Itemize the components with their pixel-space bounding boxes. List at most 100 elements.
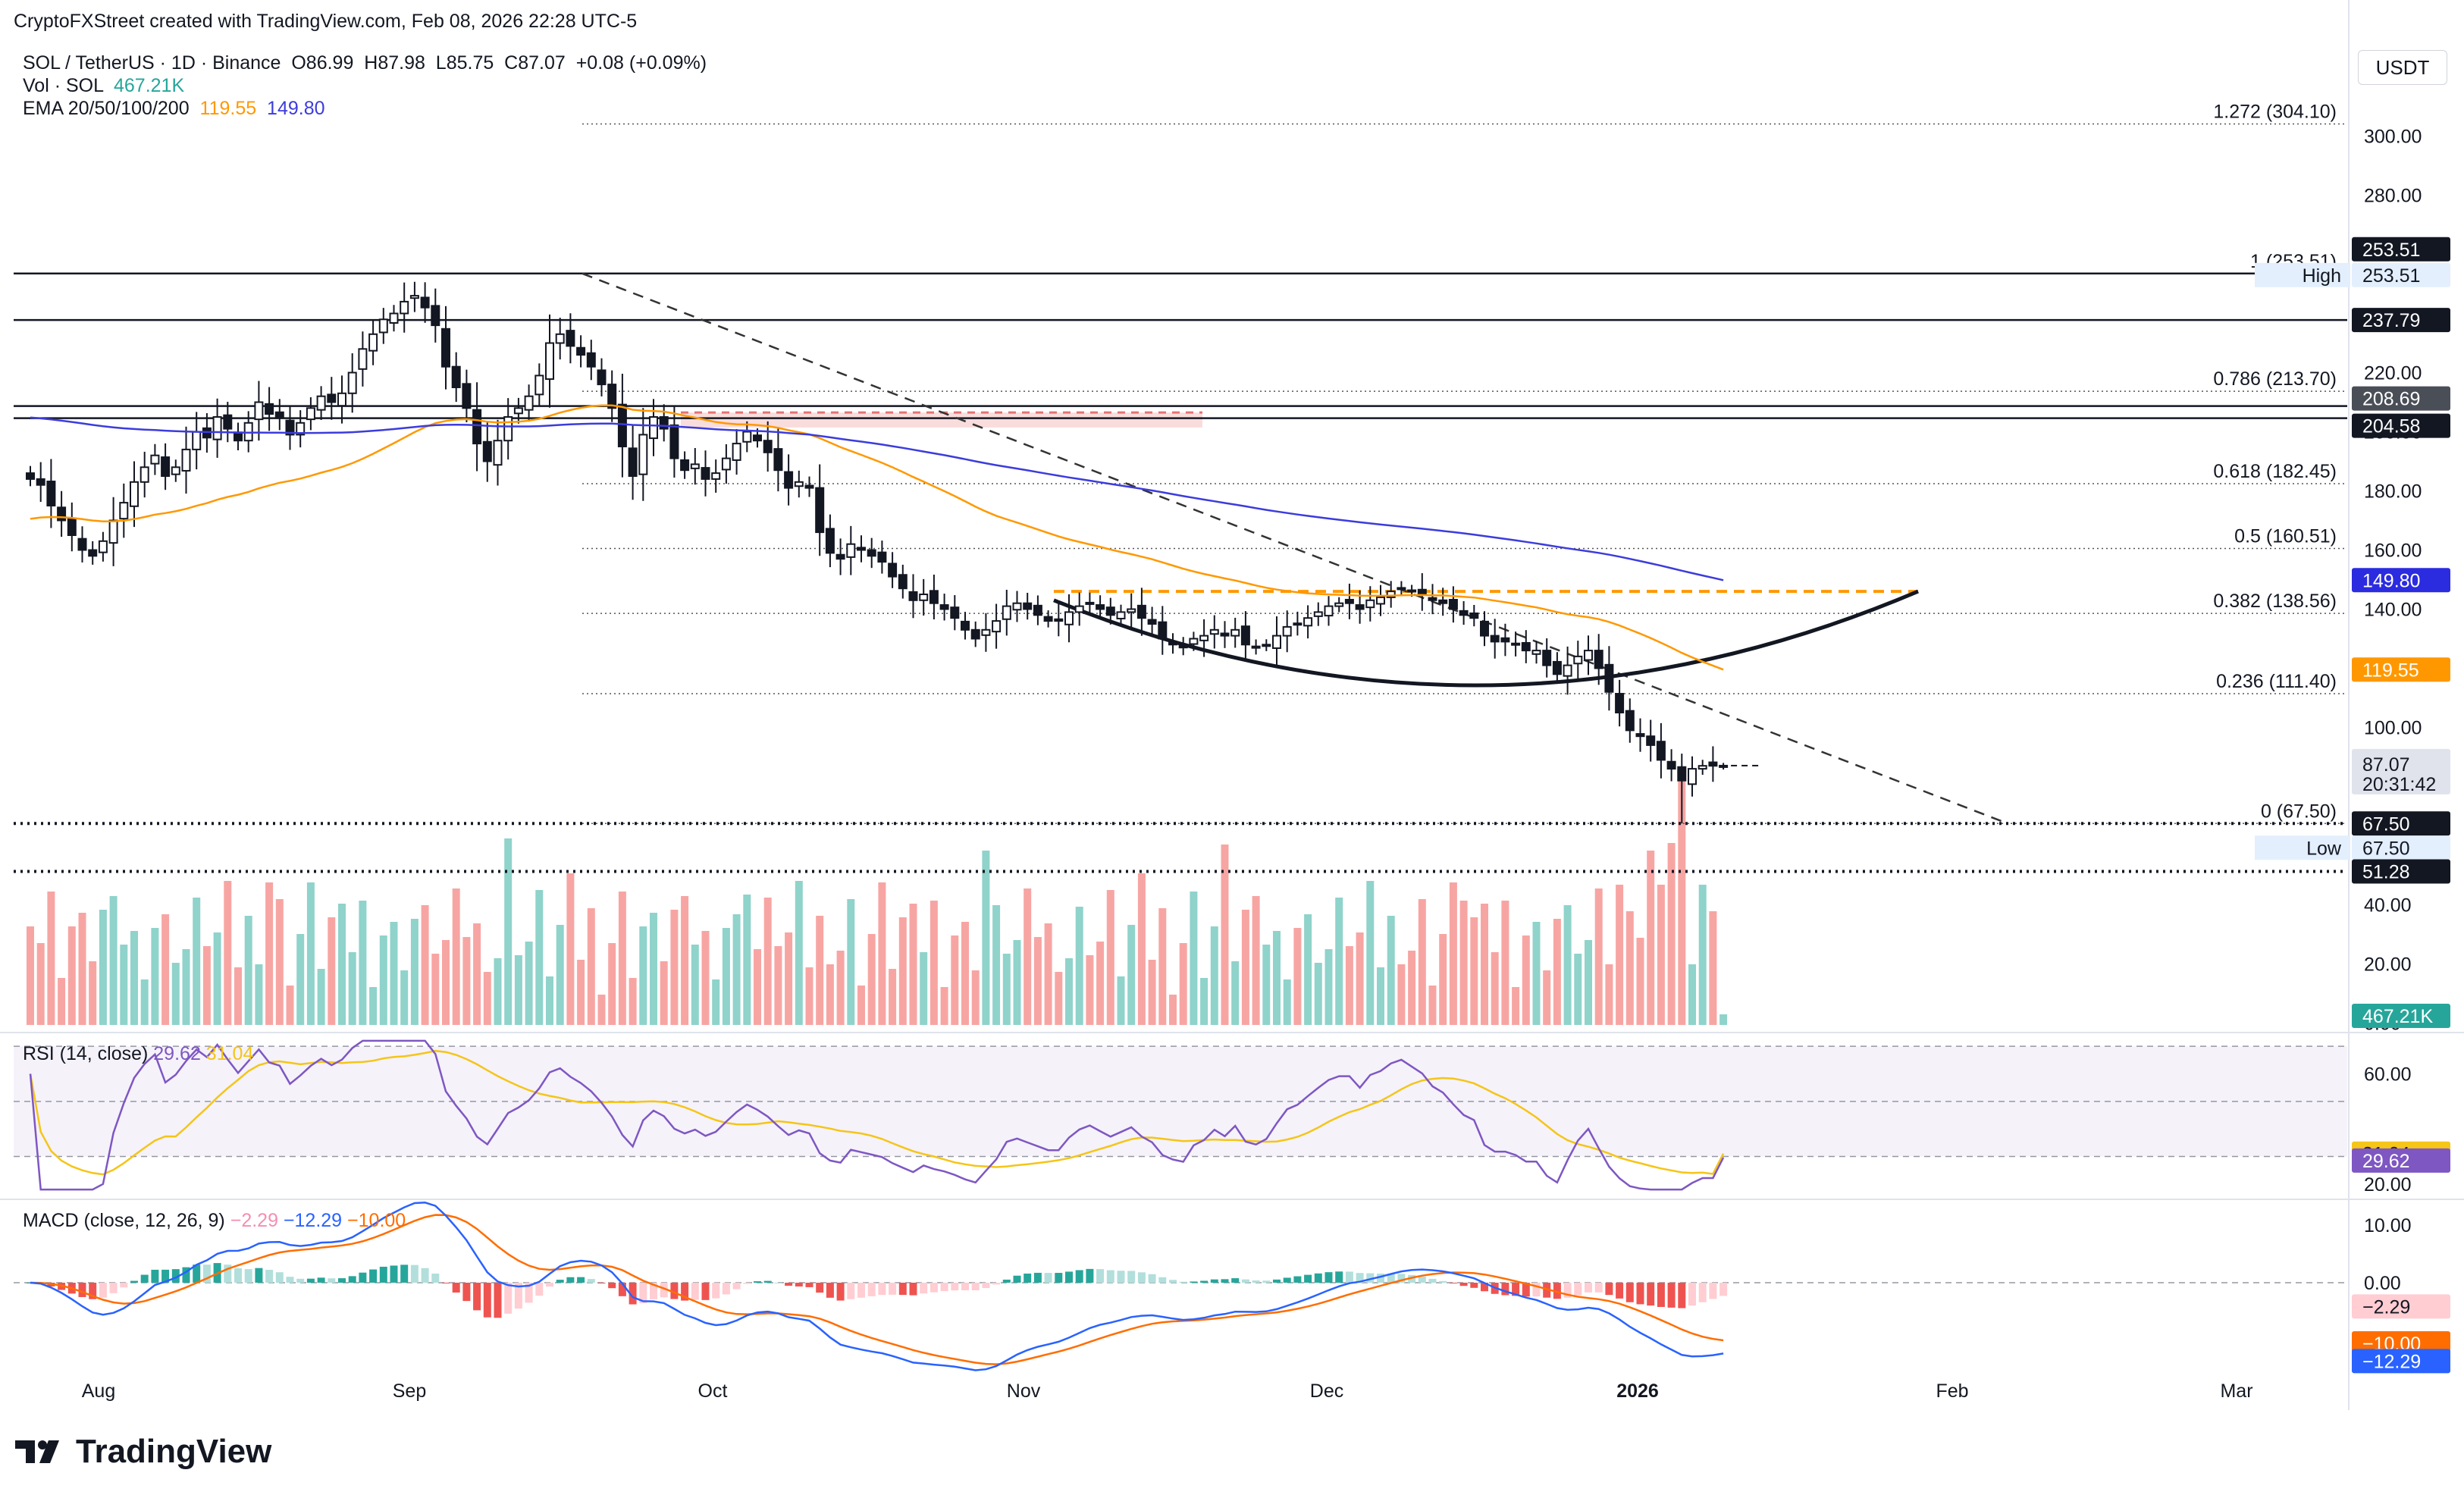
volume-bar (473, 923, 481, 1025)
macd-histogram-bar (410, 1265, 419, 1283)
macd-histogram-bar (732, 1283, 741, 1290)
candle-body (825, 528, 835, 554)
candle-body (690, 463, 700, 469)
volume-bar (785, 932, 793, 1025)
macd-hist-tag-bg (2352, 1294, 2450, 1319)
macd-histogram-bar (369, 1269, 378, 1283)
candle-body (1303, 617, 1313, 627)
volume-bar (1024, 888, 1032, 1025)
symbol-name[interactable]: SOL / TetherUS · 1D · Binance (23, 52, 281, 74)
macd-histogram-bar (161, 1269, 170, 1283)
volume-bar (1200, 978, 1208, 1025)
macd-histogram-bar (1033, 1272, 1042, 1283)
macd-histogram-bar (1481, 1283, 1488, 1292)
candle-body (150, 454, 160, 465)
volume-bar (566, 873, 575, 1025)
volume-bar (193, 898, 201, 1025)
macd-histogram-bar (1585, 1283, 1592, 1293)
macd-histogram-bar (1179, 1281, 1187, 1283)
macd-histogram-bar (359, 1272, 367, 1283)
volume-bar (1522, 935, 1530, 1025)
candle-body (846, 543, 856, 558)
time-tick-label: Sep (393, 1380, 426, 1402)
volume-bar (836, 951, 845, 1025)
price-tick-label: 280.00 (2364, 186, 2422, 207)
macd-histogram-bar (390, 1265, 398, 1283)
candle-body (441, 327, 450, 368)
candle-body (1459, 610, 1469, 616)
volume-bar (763, 898, 772, 1025)
volume-bar (670, 910, 679, 1025)
macd-histogram-bar (660, 1283, 668, 1298)
macd-histogram-bar (587, 1279, 595, 1283)
volume-bar (328, 917, 336, 1025)
candle-body (1552, 660, 1562, 675)
volume-label[interactable]: Vol · SOL (23, 75, 104, 96)
volume-bar (244, 916, 252, 1025)
tradingview-logo-icon (15, 1440, 59, 1463)
macd-histogram-bar (1709, 1283, 1717, 1299)
volume-bar (317, 969, 325, 1025)
macd-histogram-bar (920, 1283, 928, 1294)
macd-histogram-bar (1616, 1283, 1624, 1299)
volume-bar (1210, 926, 1218, 1025)
time-tick-label: Feb (1936, 1380, 1968, 1402)
volume-bar (1137, 873, 1146, 1025)
volume-bar (462, 937, 471, 1025)
candle-body (659, 416, 669, 430)
level-tag-67-bg (2352, 811, 2450, 836)
candle-body (555, 333, 565, 344)
currency-selector[interactable]: USDT (2358, 50, 2447, 85)
volume-bar (1709, 911, 1717, 1025)
macd-histogram-bar (1169, 1280, 1177, 1283)
volume-bar (1293, 928, 1302, 1025)
volume-bar (1688, 964, 1696, 1025)
macd-histogram-bar (431, 1274, 440, 1283)
volume-bar (1158, 908, 1167, 1025)
legend-volume-row: Vol · SOL 467.21K (23, 74, 707, 97)
macd-histogram-bar (78, 1283, 86, 1297)
fib-label: 1.272 (304.10) (2213, 102, 2337, 123)
candle-body (1428, 597, 1437, 601)
volume-bar (1657, 885, 1665, 1025)
candle-body (742, 431, 752, 443)
volume-bar (1397, 964, 1406, 1025)
macd-histogram-bar (1553, 1283, 1561, 1299)
candle-body (181, 448, 191, 472)
candle-body (1043, 616, 1053, 622)
volume-bar (359, 901, 367, 1025)
candle-body (67, 518, 77, 536)
macd-histogram-bar (202, 1265, 211, 1283)
volume-bar (1698, 885, 1707, 1025)
candle-body (888, 563, 898, 578)
candle-body (1313, 611, 1323, 617)
candle-body (285, 419, 295, 436)
candle-body (420, 296, 430, 309)
candle-body (961, 620, 970, 631)
candle-body (1251, 645, 1261, 649)
macd-histogram-bar (1470, 1283, 1478, 1288)
macd-histogram-bar (743, 1283, 751, 1284)
macd-histogram-bar (971, 1283, 980, 1290)
price-tick-label: 160.00 (2364, 541, 2422, 562)
volume-bar (234, 967, 242, 1025)
candle-body (1376, 596, 1385, 605)
candle-body (1365, 599, 1375, 609)
candle-body (1178, 644, 1188, 649)
macd-histogram-bar (1574, 1283, 1582, 1296)
ema-lines (30, 404, 1724, 671)
candle-body (1469, 612, 1479, 619)
volume-bar (992, 905, 1001, 1025)
volume-bar (1075, 907, 1083, 1025)
candle-body (1500, 637, 1510, 643)
macd-histogram-bar (1148, 1274, 1156, 1283)
macd-title: MACD (close, 12, 26, 9) −2.29 −12.29 −10… (23, 1210, 406, 1231)
volume-bars (27, 767, 1728, 1025)
volume-bar (67, 926, 76, 1025)
ema-label[interactable]: EMA 20/50/100/200 (23, 98, 190, 119)
candle-body (108, 519, 118, 544)
candle-body (1334, 602, 1344, 607)
macd-histogram-bar (348, 1276, 356, 1283)
volume-bar (816, 916, 824, 1025)
